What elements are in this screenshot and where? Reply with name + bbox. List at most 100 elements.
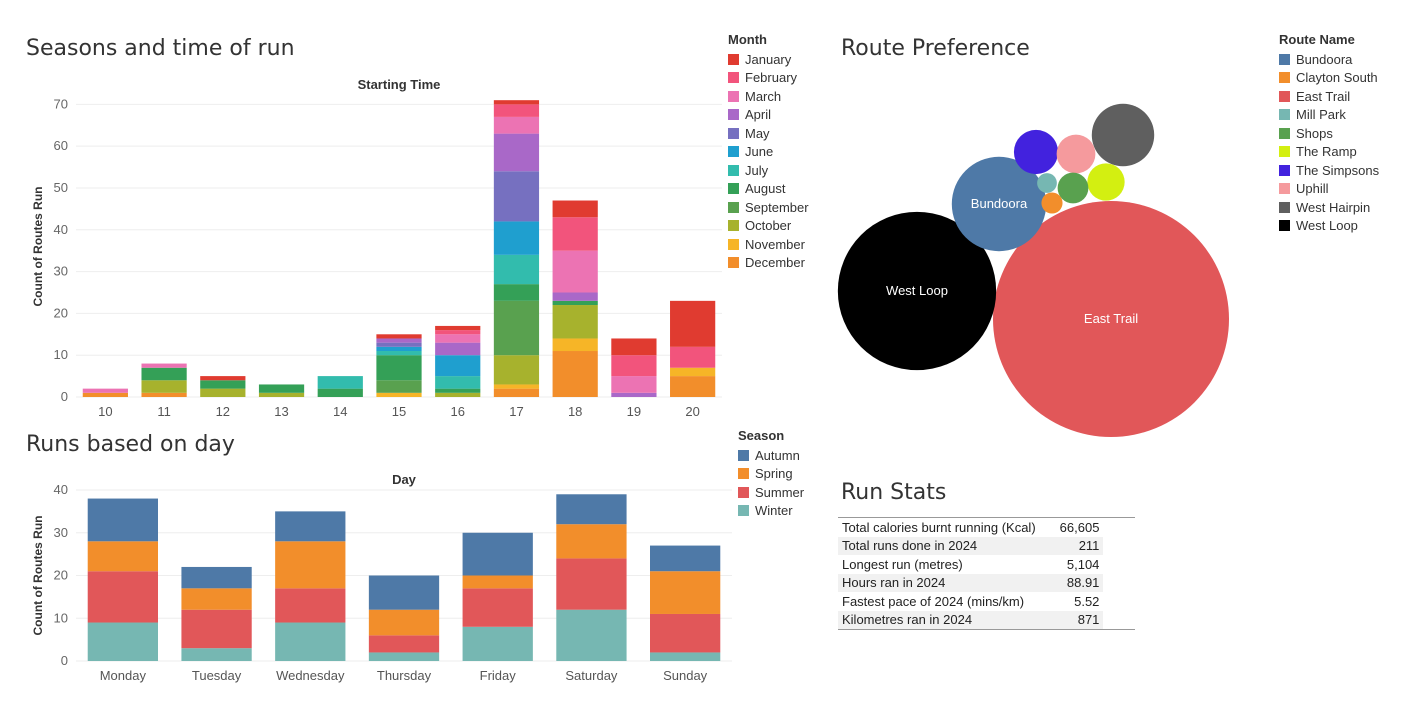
bubble-shops[interactable] <box>1057 172 1089 204</box>
bar-thursday-autumn[interactable] <box>368 575 440 610</box>
bar-19-march[interactable] <box>611 376 657 393</box>
bar-friday-winter[interactable] <box>462 626 533 661</box>
bubble-west-hairpin[interactable] <box>1091 103 1155 167</box>
bar-friday-autumn[interactable] <box>462 532 533 576</box>
bar-17-september[interactable] <box>493 300 540 356</box>
bar-saturday-summer[interactable] <box>556 558 627 610</box>
legend-item-shops[interactable]: Shops <box>1279 124 1379 143</box>
bubble-clayton-south[interactable] <box>1041 192 1063 214</box>
bar-15-may[interactable] <box>376 342 422 347</box>
bar-sunday-winter[interactable] <box>650 652 721 661</box>
bar-saturday-winter[interactable] <box>556 609 627 661</box>
bar-20-november[interactable] <box>670 367 716 377</box>
bar-monday-autumn[interactable] <box>87 498 158 542</box>
bar-wednesday-winter[interactable] <box>275 622 346 661</box>
legend-item-west-loop[interactable]: West Loop <box>1279 217 1379 236</box>
legend-item-june[interactable]: June <box>728 143 809 162</box>
bar-12-january[interactable] <box>200 376 246 381</box>
bubble-bundoora[interactable] <box>951 156 1047 252</box>
bar-18-december[interactable] <box>552 351 598 397</box>
bar-monday-summer[interactable] <box>87 571 158 623</box>
bar-16-june[interactable] <box>435 355 481 377</box>
bar-17-april[interactable] <box>493 133 540 172</box>
bar-16-january[interactable] <box>435 325 481 331</box>
legend-item-february[interactable]: February <box>728 69 809 88</box>
bar-15-august[interactable] <box>376 355 422 381</box>
legend-item-autumn[interactable]: Autumn <box>738 446 804 465</box>
bar-thursday-winter[interactable] <box>368 652 440 661</box>
legend-item-november[interactable]: November <box>728 235 809 254</box>
bar-13-august[interactable] <box>258 384 305 393</box>
legend-item-uphill[interactable]: Uphill <box>1279 180 1379 199</box>
bubble-east-trail[interactable] <box>993 201 1229 437</box>
bar-wednesday-autumn[interactable] <box>275 511 346 542</box>
legend-item-spring[interactable]: Spring <box>738 465 804 484</box>
legend-item-may[interactable]: May <box>728 124 809 143</box>
bar-18-january[interactable] <box>552 200 598 218</box>
bubble-the-simpsons[interactable] <box>1013 129 1059 175</box>
bar-20-december[interactable] <box>670 376 716 397</box>
bar-16-march[interactable] <box>435 334 481 343</box>
bar-16-july[interactable] <box>435 376 481 389</box>
legend-item-mill-park[interactable]: Mill Park <box>1279 106 1379 125</box>
bar-15-july[interactable] <box>376 351 422 356</box>
bar-14-july[interactable] <box>317 376 363 389</box>
bar-10-december[interactable] <box>82 392 128 397</box>
bar-18-february[interactable] <box>552 217 598 251</box>
legend-item-summer[interactable]: Summer <box>738 483 804 502</box>
legend-item-april[interactable]: April <box>728 106 809 125</box>
legend-item-september[interactable]: September <box>728 198 809 217</box>
bar-15-june[interactable] <box>376 346 422 352</box>
bar-17-may[interactable] <box>493 171 540 222</box>
legend-item-march[interactable]: March <box>728 87 809 106</box>
bar-17-january[interactable] <box>493 100 540 105</box>
bar-17-february[interactable] <box>493 104 540 117</box>
legend-item-july[interactable]: July <box>728 161 809 180</box>
bar-11-march[interactable] <box>141 363 187 368</box>
bar-12-august[interactable] <box>200 380 246 389</box>
legend-item-bundoora[interactable]: Bundoora <box>1279 50 1379 69</box>
bar-wednesday-spring[interactable] <box>275 541 346 589</box>
bubble-the-ramp[interactable] <box>1087 163 1125 201</box>
bar-thursday-summer[interactable] <box>368 635 440 653</box>
bar-17-march[interactable] <box>493 116 540 134</box>
bar-14-august[interactable] <box>317 388 363 397</box>
bar-17-december[interactable] <box>493 388 540 397</box>
legend-item-west-hairpin[interactable]: West Hairpin <box>1279 198 1379 217</box>
bar-17-june[interactable] <box>493 221 540 255</box>
legend-item-october[interactable]: October <box>728 217 809 236</box>
bar-sunday-spring[interactable] <box>650 571 721 614</box>
bar-17-august[interactable] <box>493 284 540 301</box>
bar-18-october[interactable] <box>552 305 598 339</box>
bar-20-january[interactable] <box>670 300 716 347</box>
legend-item-the-simpsons[interactable]: The Simpsons <box>1279 161 1379 180</box>
bar-19-february[interactable] <box>611 355 657 377</box>
bar-19-april[interactable] <box>611 392 657 397</box>
legend-item-january[interactable]: January <box>728 50 809 69</box>
bar-11-august[interactable] <box>141 367 187 381</box>
bar-11-december[interactable] <box>141 392 187 397</box>
bar-20-february[interactable] <box>670 346 716 368</box>
bar-thursday-spring[interactable] <box>368 609 440 636</box>
bar-16-april[interactable] <box>435 342 481 356</box>
bar-11-october[interactable] <box>141 380 187 393</box>
bar-15-november[interactable] <box>376 392 422 397</box>
bar-18-november[interactable] <box>552 338 598 352</box>
bar-16-february[interactable] <box>435 330 481 335</box>
bar-tuesday-spring[interactable] <box>181 588 252 610</box>
bar-16-october[interactable] <box>435 392 481 397</box>
bar-10-march[interactable] <box>82 388 128 393</box>
bar-17-july[interactable] <box>493 254 540 285</box>
legend-item-winter[interactable]: Winter <box>738 502 804 521</box>
bubble-mill-park[interactable] <box>1037 173 1057 193</box>
bar-19-january[interactable] <box>611 338 657 356</box>
bar-15-january[interactable] <box>376 334 422 339</box>
bar-saturday-autumn[interactable] <box>556 494 627 525</box>
bar-saturday-spring[interactable] <box>556 524 627 559</box>
legend-item-the-ramp[interactable]: The Ramp <box>1279 143 1379 162</box>
bar-13-october[interactable] <box>258 392 305 397</box>
bar-friday-summer[interactable] <box>462 588 533 627</box>
bar-15-september[interactable] <box>376 380 422 393</box>
bar-16-august[interactable] <box>435 388 481 393</box>
bar-18-august[interactable] <box>552 300 598 306</box>
